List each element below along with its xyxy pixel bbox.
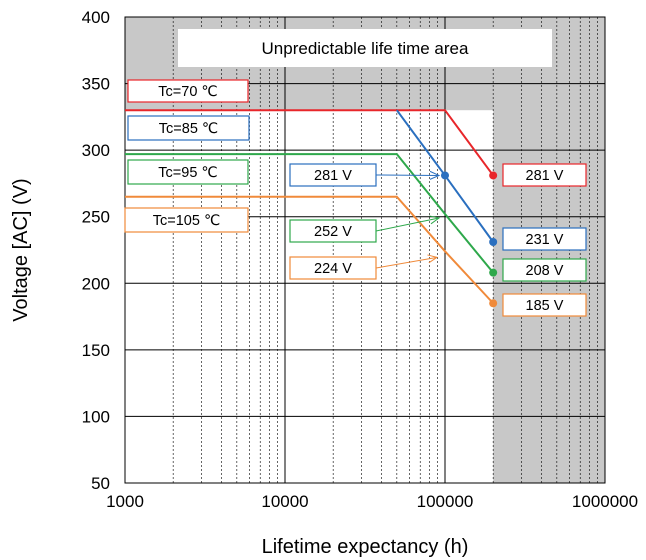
end-value-label: 231 V: [526, 232, 564, 248]
series-legend: Tc=70 ℃ Tc=85 ℃ Tc=95 ℃ Tc=105 ℃: [124, 79, 250, 233]
callout-arrow-head: [427, 254, 439, 264]
x-tick-label: 100000: [417, 492, 474, 511]
y-tick-label: 400: [82, 8, 110, 27]
plot-border: [124, 16, 606, 484]
legend-label: Tc=70 ℃: [158, 84, 217, 100]
legend-box: [127, 115, 250, 141]
plot-frame: [124, 16, 606, 484]
y-tick-labels: 50 100 150 200 250 300 350 400: [82, 8, 110, 493]
legend-label: Tc=105 ℃: [153, 213, 220, 229]
legend-box: [127, 159, 249, 185]
series-end-labels: 281 V 231 V 208 V 185 V: [502, 163, 587, 317]
callout-arrow-line: [375, 256, 438, 269]
unpredictable-area-label: Unpredictable life time area: [262, 39, 469, 58]
x-tick-label: 10000: [261, 492, 308, 511]
end-value-box: [502, 163, 587, 187]
x-tick-labels: 1000 10000 100000 1000000: [106, 492, 638, 511]
x-tick-label: 1000000: [572, 492, 638, 511]
end-value-box: [502, 227, 587, 251]
series-line-0: [125, 109, 494, 177]
y-tick-label: 300: [82, 141, 110, 160]
y-axis-title: Voltage [AC] (V): [10, 178, 32, 321]
y-tick-label: 350: [82, 75, 110, 94]
series-lines: [125, 109, 494, 304]
callouts: 281 V 252 V 224 V: [289, 163, 441, 280]
callout-arrow-head: [429, 170, 441, 180]
y-tick-label: 250: [82, 208, 110, 227]
unpredictable-area-label-group: Unpredictable life time area: [178, 29, 552, 67]
legend-label: Tc=85 ℃: [159, 121, 218, 137]
data-point-marker: [489, 299, 498, 308]
data-point-marker: [441, 171, 449, 180]
callout-arrow-head: [429, 215, 441, 225]
end-value-label: 185 V: [526, 298, 564, 314]
callout-label: 224 V: [314, 261, 352, 277]
callout-label: 252 V: [314, 224, 352, 240]
callout-box: [289, 219, 377, 243]
series-line-2: [125, 153, 494, 274]
x-tick-label: 1000: [106, 492, 144, 511]
callout-box: [289, 163, 377, 187]
data-point-marker: [489, 171, 498, 180]
y-tick-label: 50: [91, 474, 110, 493]
legend-box: [124, 207, 249, 233]
y-tick-label: 100: [82, 407, 110, 426]
series-line-3: [125, 195, 494, 304]
unpredictable-area-label-box: [178, 29, 552, 67]
legend-box: [127, 79, 249, 103]
x-axis-title: Lifetime expectancy (h): [262, 536, 469, 558]
y-tick-label: 150: [82, 341, 110, 360]
legend-label: Tc=95 ℃: [158, 165, 217, 181]
series-markers: [441, 171, 498, 308]
data-point-marker: [489, 238, 498, 247]
callout-box: [289, 256, 377, 280]
callout-arrow-line: [375, 217, 440, 232]
end-value-label: 208 V: [526, 263, 564, 279]
end-value-box: [502, 293, 587, 317]
data-point-marker: [489, 268, 498, 277]
y-tick-label: 200: [82, 274, 110, 293]
end-value-label: 281 V: [526, 168, 564, 184]
callout-label: 281 V: [314, 168, 352, 184]
end-value-box: [502, 258, 587, 282]
